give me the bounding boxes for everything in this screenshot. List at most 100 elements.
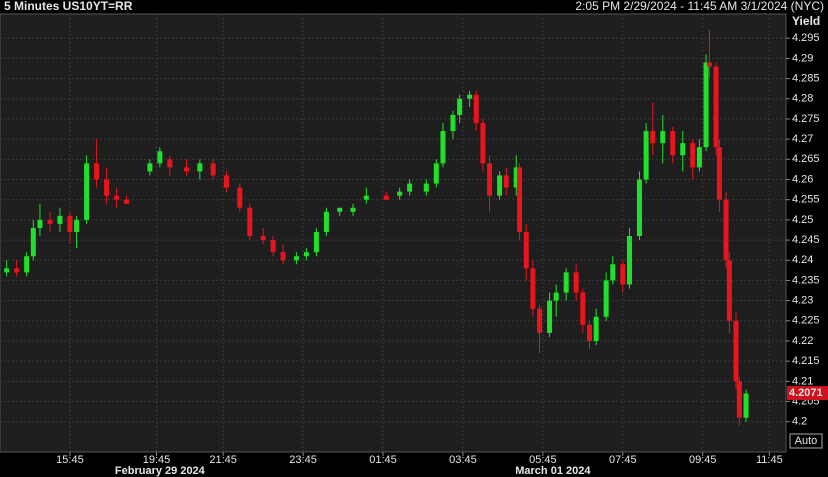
x-tick-label: 15:45 [56,454,84,466]
y-tick-label: 4.275 [792,113,820,125]
candle-body [280,252,286,261]
y-tick-label: 4.22 [792,335,813,347]
candle-body [363,195,369,200]
last-price-box [787,386,828,401]
candle-body [184,167,190,172]
candle-body [313,231,319,253]
candle-body [670,131,676,156]
y-tick-label: 4.26 [792,173,813,185]
y-tick-label: 4.23 [792,295,813,307]
candle-body [593,316,599,341]
candle-body [716,147,722,200]
candle-body [537,308,543,333]
candle-body [703,62,709,148]
candle-body [84,163,90,220]
candle-body [530,268,536,309]
plot-area [0,13,787,453]
candle-body [690,143,696,168]
y-tick-label: 4.27 [792,133,813,145]
candle-body [37,219,43,228]
x-tick-label: 21:45 [209,454,237,466]
candle-body [260,236,266,241]
candle-body [14,268,20,273]
candle-body [643,131,649,180]
x-tick-label: 07:45 [609,454,637,466]
candle-body [440,131,446,164]
candle-body [210,163,216,176]
x-tick-label: 03:45 [449,454,477,466]
y-tick-label: 4.21 [792,375,813,387]
candle-body [503,175,509,188]
candle-body [323,211,329,232]
chart-subtitle: 2:05 PM 2/29/2024 - 11:45 AM 3/1/2024 (N… [575,0,824,13]
candle-body [303,252,309,257]
candle-body [513,167,519,188]
date-label: March 01 2024 [515,465,591,477]
candle-body [587,324,592,341]
x-tick-label: 01:45 [369,454,397,466]
candle-body [457,98,463,115]
candle-body [736,381,742,418]
candle-body [636,179,642,237]
candle-body [467,94,473,99]
candle-body [147,163,153,172]
y-tick-label: 4.225 [792,315,820,327]
candle-body [397,191,403,196]
y-tick-label: 4.245 [792,234,820,246]
candle-body [337,207,343,212]
y-tick-label: 4.235 [792,274,820,286]
candle-body [603,280,609,317]
candle-body [237,187,243,208]
candle-body [47,219,53,224]
y-tick-label: 4.2 [792,416,807,428]
y-tick-label: 4.24 [792,254,813,266]
candle-body [487,163,493,196]
candle-body [223,175,229,188]
candle-body [680,143,686,156]
candle-body [573,272,579,293]
auto-button[interactable] [789,433,823,449]
y-tick-label: 4.28 [792,93,813,105]
y-tick-label: 4.255 [792,194,820,206]
candle-body [197,163,203,172]
y-tick-label: 4.265 [792,153,820,165]
candle-body [450,114,456,132]
candle-body [620,264,626,285]
candle-body [733,320,739,382]
candle-body [480,122,486,164]
y-tick-label: 4.215 [792,355,820,367]
candle-body [293,256,299,261]
candle-body [547,300,553,333]
candle-body [517,167,523,232]
auto-button-label[interactable]: Auto [795,435,818,447]
grid [0,14,786,452]
candle-body [124,199,130,204]
candle-body [24,256,30,273]
candle-body [650,131,656,144]
y-tick-label: 4.295 [792,32,820,44]
y-tick-label: 4.25 [792,214,813,226]
candle-body [553,292,559,301]
candle-body [723,199,729,261]
x-tick-label: 23:45 [289,454,317,466]
candle-body [57,215,63,224]
candle-body [94,163,100,180]
candle-body [660,131,666,144]
x-tick-label: 11:45 [756,454,783,466]
candle-body [30,227,36,257]
candle-body [580,292,586,325]
candle-body [157,151,163,164]
candle-body [610,264,616,281]
candle-body [407,183,413,192]
chart-title: 5 Minutes US10YT=RR [4,0,133,13]
candle-body [383,195,389,200]
candle-body [626,236,632,285]
candle-body [104,179,110,196]
candle-body [706,62,712,67]
candle-body [423,183,429,192]
candle-body [114,195,120,200]
x-tick-label: 09:45 [689,454,717,466]
candle-body [350,207,356,212]
x-tick-label: 19:45 [143,454,171,466]
